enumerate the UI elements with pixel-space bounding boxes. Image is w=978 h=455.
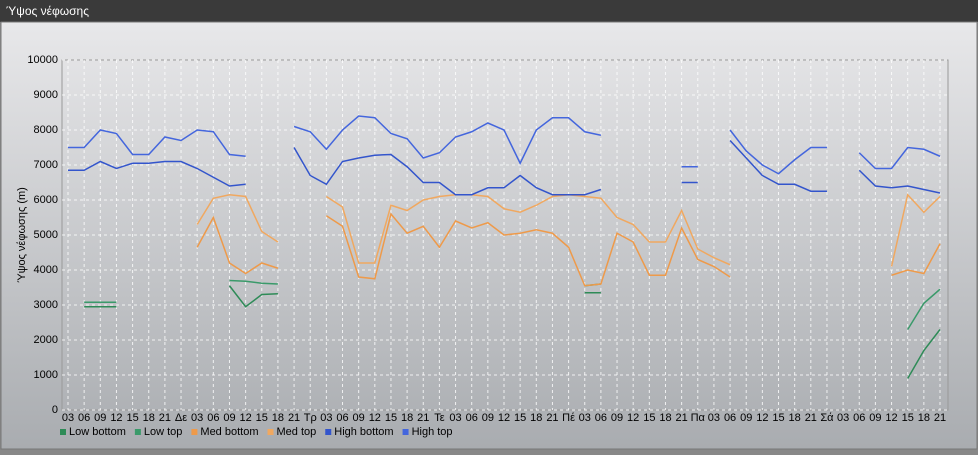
x-tick-label: 06 bbox=[724, 412, 736, 424]
legend-marker bbox=[402, 429, 409, 435]
x-tick-label: 03 bbox=[708, 412, 720, 424]
y-tick-label: 10000 bbox=[27, 54, 58, 66]
legend-marker bbox=[267, 429, 274, 435]
x-tick-label: 06 bbox=[336, 412, 348, 424]
x-tick-label: 06 bbox=[853, 412, 865, 424]
x-tick-label: 21 bbox=[417, 412, 429, 424]
y-tick-label: 7000 bbox=[34, 159, 58, 171]
y-tick-label: 8000 bbox=[34, 124, 58, 136]
x-tick-label: Πα bbox=[691, 412, 706, 424]
y-tick-label: 1000 bbox=[34, 369, 58, 381]
x-tick-label: 12 bbox=[240, 412, 252, 424]
x-tick-label: Τρ bbox=[304, 412, 317, 424]
x-tick-label: 21 bbox=[805, 412, 817, 424]
x-tick-label: 03 bbox=[320, 412, 332, 424]
series-line bbox=[84, 285, 941, 379]
x-tick-label: 06 bbox=[466, 412, 478, 424]
x-tick-label: 03 bbox=[62, 412, 74, 424]
legend-label: High top bbox=[412, 426, 453, 438]
x-tick-label: 09 bbox=[740, 412, 752, 424]
legend-label: High bottom bbox=[334, 426, 393, 438]
x-tick-label: 15 bbox=[902, 412, 914, 424]
x-tick-label: 21 bbox=[546, 412, 558, 424]
x-tick-label: 15 bbox=[385, 412, 397, 424]
x-tick-label: 21 bbox=[934, 412, 946, 424]
x-tick-label: 09 bbox=[223, 412, 235, 424]
x-tick-label: 12 bbox=[369, 412, 381, 424]
legend-label: Low top bbox=[144, 426, 183, 438]
window-title: Ύψος νέφωσης bbox=[6, 4, 89, 18]
x-tick-label: 18 bbox=[143, 412, 155, 424]
y-tick-label: 6000 bbox=[34, 194, 58, 206]
x-tick-label: 12 bbox=[627, 412, 639, 424]
x-tick-label: Πέ bbox=[562, 412, 575, 424]
x-tick-label: 12 bbox=[498, 412, 510, 424]
series-line bbox=[68, 115, 941, 175]
series-line bbox=[196, 212, 941, 287]
x-tick-label: 18 bbox=[659, 412, 671, 424]
y-tick-label: 2000 bbox=[34, 334, 58, 346]
legend-label: Med bottom bbox=[200, 426, 258, 438]
title-bar bbox=[0, 0, 978, 22]
series-line bbox=[68, 139, 941, 196]
x-tick-label: 09 bbox=[482, 412, 494, 424]
x-tick-label: Δε bbox=[175, 412, 187, 424]
legend-marker bbox=[191, 429, 198, 435]
x-tick-label: 12 bbox=[885, 412, 897, 424]
x-tick-label: 09 bbox=[94, 412, 106, 424]
x-tick-label: 18 bbox=[789, 412, 801, 424]
x-tick-label: 09 bbox=[611, 412, 623, 424]
x-tick-label: 03 bbox=[837, 412, 849, 424]
x-tick-label: 09 bbox=[869, 412, 881, 424]
x-tick-label: 03 bbox=[579, 412, 591, 424]
x-tick-label: 15 bbox=[256, 412, 268, 424]
series-line bbox=[84, 279, 941, 330]
x-tick-label: 06 bbox=[207, 412, 219, 424]
y-tick-label: 3000 bbox=[34, 299, 58, 311]
x-tick-label: 18 bbox=[918, 412, 930, 424]
x-tick-label: 18 bbox=[272, 412, 284, 424]
y-axis-label: Ύψος νέφωσης (m) bbox=[16, 187, 28, 283]
legend-label: Low bottom bbox=[69, 426, 126, 438]
x-tick-label: 09 bbox=[353, 412, 365, 424]
legend-marker bbox=[325, 429, 332, 435]
x-tick-label: 03 bbox=[191, 412, 203, 424]
x-tick-label: 06 bbox=[595, 412, 607, 424]
series-line bbox=[196, 193, 941, 267]
x-tick-label: 15 bbox=[772, 412, 784, 424]
x-tick-label: 15 bbox=[643, 412, 655, 424]
x-tick-label: 06 bbox=[78, 412, 90, 424]
x-tick-label: 21 bbox=[676, 412, 688, 424]
x-tick-label: 15 bbox=[514, 412, 526, 424]
x-tick-label: 21 bbox=[288, 412, 300, 424]
x-tick-label: 12 bbox=[756, 412, 768, 424]
y-tick-label: 9000 bbox=[34, 89, 58, 101]
x-tick-label: Σά bbox=[820, 412, 834, 424]
x-tick-label: 03 bbox=[449, 412, 461, 424]
legend-marker bbox=[60, 429, 66, 435]
x-tick-label: 18 bbox=[530, 412, 542, 424]
legend-marker bbox=[134, 429, 141, 435]
y-tick-label: 5000 bbox=[34, 229, 58, 241]
y-tick-label: 0 bbox=[52, 404, 58, 416]
x-tick-label: 18 bbox=[401, 412, 413, 424]
legend-label: Med top bbox=[277, 426, 317, 438]
x-tick-label: 15 bbox=[126, 412, 138, 424]
x-tick-label: Τε bbox=[434, 412, 445, 424]
x-tick-label: 21 bbox=[159, 412, 171, 424]
x-tick-label: 12 bbox=[110, 412, 122, 424]
y-tick-label: 4000 bbox=[34, 264, 58, 276]
